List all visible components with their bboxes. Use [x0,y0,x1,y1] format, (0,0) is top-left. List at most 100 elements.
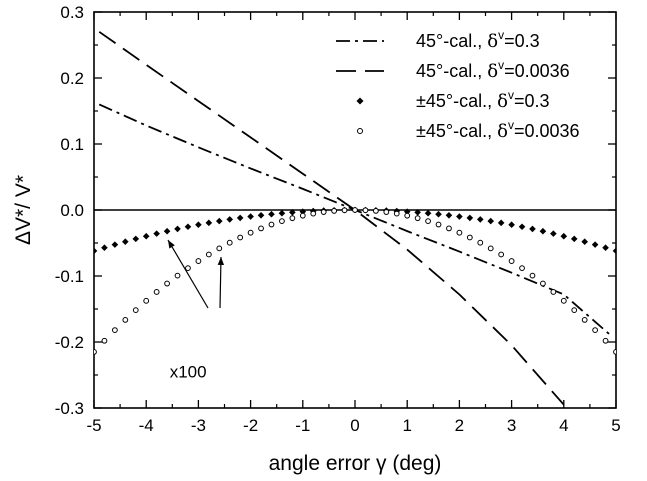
x-axis-title: angle error γ (deg) [269,452,442,475]
series-point-diamond [539,227,547,235]
y-tick-label: -0.2 [55,333,84,352]
legend-marker-diamond [356,97,364,105]
annotation-arrow-2 [219,256,222,309]
x-tick-label: 0 [350,416,359,435]
legend-delta-symbol: δ [497,91,508,112]
series-point-diamond [205,219,213,227]
series-point-diamond [550,230,557,237]
series-point-circle [540,280,546,287]
y-axis-title: ΔV*/ V* [12,175,35,245]
series-point-diamond [591,241,599,248]
annotations: x100 [167,239,225,381]
series-point-circle [226,239,233,246]
series-point-circle [487,245,494,252]
series-point-diamond [456,213,463,220]
series-point-diamond [247,213,254,220]
series-point-diamond [257,212,265,219]
series-point-circle [341,207,348,214]
legend-label-3: ±45°-cal., δv=0.0036 [416,118,580,142]
axis-ticks [93,11,617,409]
legend-delta-symbol: δ [497,121,508,142]
series-point-diamond [508,221,515,229]
series-point-diamond [215,217,223,225]
series-point-diamond [560,232,568,240]
x-tick-label: 4 [559,416,568,435]
y-tick-label: 0.2 [60,69,84,88]
series-point-circle [372,208,379,214]
x-tick-label: -3 [191,416,206,435]
series-point-circle [216,245,223,252]
series-point-diamond [403,208,411,215]
legend-label-0: 45°-cal., δv=0.3 [416,28,540,52]
series-point-circle [602,337,609,344]
x-tick-label: -1 [295,416,310,435]
series-point-circle [498,251,505,258]
series-point-diamond [299,208,307,215]
series-point-circle [456,229,463,236]
series-point-circle [122,316,129,323]
series-point-circle [581,316,588,323]
series-point-circle [519,265,525,272]
legend-param: =0.3 [514,91,550,111]
series-point-circle [550,289,557,295]
series-point-diamond [570,235,578,243]
series-point-diamond [414,209,421,216]
series-point-circle [414,215,421,222]
series-point-circle [143,297,150,304]
series-point-diamond [476,216,484,223]
series-point-diamond [278,209,286,217]
series-point-diamond [612,247,616,255]
series-point-diamond [94,247,98,255]
series-point-circle [571,307,578,314]
series-point-circle [477,239,484,246]
series-point-diamond [529,225,536,233]
series-point-diamond [153,230,160,237]
y-tick-label: 0.1 [60,135,84,154]
annotation-arrow-1-head [168,240,175,249]
legend-name: ±45°-cal., [416,91,497,111]
legend-param: =0.0036 [504,61,570,81]
series-point-diamond [466,214,474,222]
series-point-circle [592,327,599,334]
series-point-diamond [424,209,432,217]
series-point-circle [94,349,97,355]
series-point-diamond [445,212,453,219]
series-point-circle [153,289,160,295]
series-point-diamond [195,221,202,229]
series-point-circle [237,234,244,241]
series-point-circle [174,272,181,279]
series-point-circle [101,337,108,344]
axis-tick-labels: -5 -4 -3 -2 -1 0 1 2 3 4 5 0.3 0.2 0.1 0.0 -0.1 -0.2 -0.3 [55,3,621,435]
legend-param: =0.0036 [514,121,580,141]
series-point-circle [195,258,202,264]
series-point-diamond [101,244,108,252]
series-point-circle [132,307,139,314]
series-point-circle [185,265,191,272]
data-layer [94,31,616,406]
series-point-diamond [174,225,181,233]
series-point-circle [352,207,358,213]
legend-name: 45°-cal., [416,61,487,81]
series-point-diamond [487,217,495,225]
series-point-circle [279,218,285,225]
series-point-circle [299,212,306,219]
series-point-diamond [602,244,609,252]
series-point-diamond [268,210,275,218]
series-point-circle [404,212,411,219]
series-point-circle [466,234,473,241]
legend-name: ±45°-cal., [416,121,497,141]
series-point-circle [111,327,118,334]
legend-param: =0.3 [504,31,540,51]
series-point-circle [529,272,536,279]
legend-label-2: ±45°-cal., δv=0.3 [416,88,550,112]
y-tick-label: 0.0 [60,201,84,220]
x-tick-label: 1 [402,416,411,435]
legend-superscript: v [498,58,504,72]
series-point-circle [320,209,327,215]
series-point-circle [164,280,170,287]
series-point-diamond [581,238,588,245]
series-point-circle [425,218,431,225]
series-point-circle [362,207,369,214]
series-point-circle [268,221,275,228]
legend-superscript: v [508,118,514,132]
